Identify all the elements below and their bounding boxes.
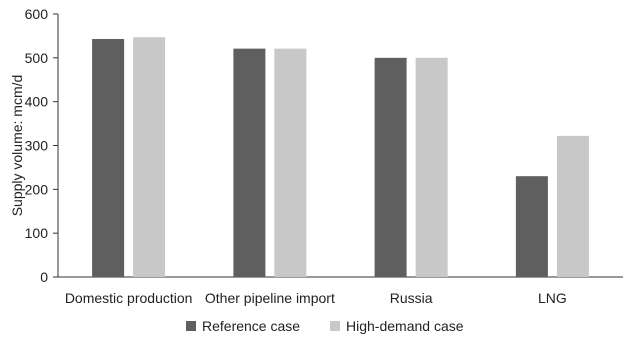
y-tick-label: 200 <box>25 181 49 197</box>
x-tick-label: Domestic production <box>65 290 193 306</box>
legend-label-high-demand: High-demand case <box>346 318 464 334</box>
bar-high-demand-3 <box>556 135 589 277</box>
bar-high-demand-2 <box>415 57 448 278</box>
x-tick-label: Other pipeline import <box>205 290 335 306</box>
legend-label-reference: Reference case <box>202 318 300 334</box>
bar-reference-0 <box>92 38 125 277</box>
y-tick-label: 500 <box>25 50 49 66</box>
y-axis-label: Supply volume: mcm/d <box>9 75 25 217</box>
bar-high-demand-0 <box>133 37 166 278</box>
bar-reference-1 <box>233 48 266 278</box>
legend-swatch-high-demand <box>330 321 340 331</box>
x-tick-label: LNG <box>538 290 567 306</box>
bar-reference-2 <box>374 57 407 278</box>
legend-swatch-reference <box>186 321 196 331</box>
bar-high-demand-1 <box>274 48 307 278</box>
y-tick-label: 600 <box>25 6 49 22</box>
y-tick-label: 300 <box>25 138 49 154</box>
bar-reference-3 <box>515 176 548 277</box>
y-tick-label: 0 <box>40 269 48 285</box>
y-tick-label: 400 <box>25 94 49 110</box>
x-tick-label: Russia <box>390 290 433 306</box>
y-tick-label: 100 <box>25 225 49 241</box>
